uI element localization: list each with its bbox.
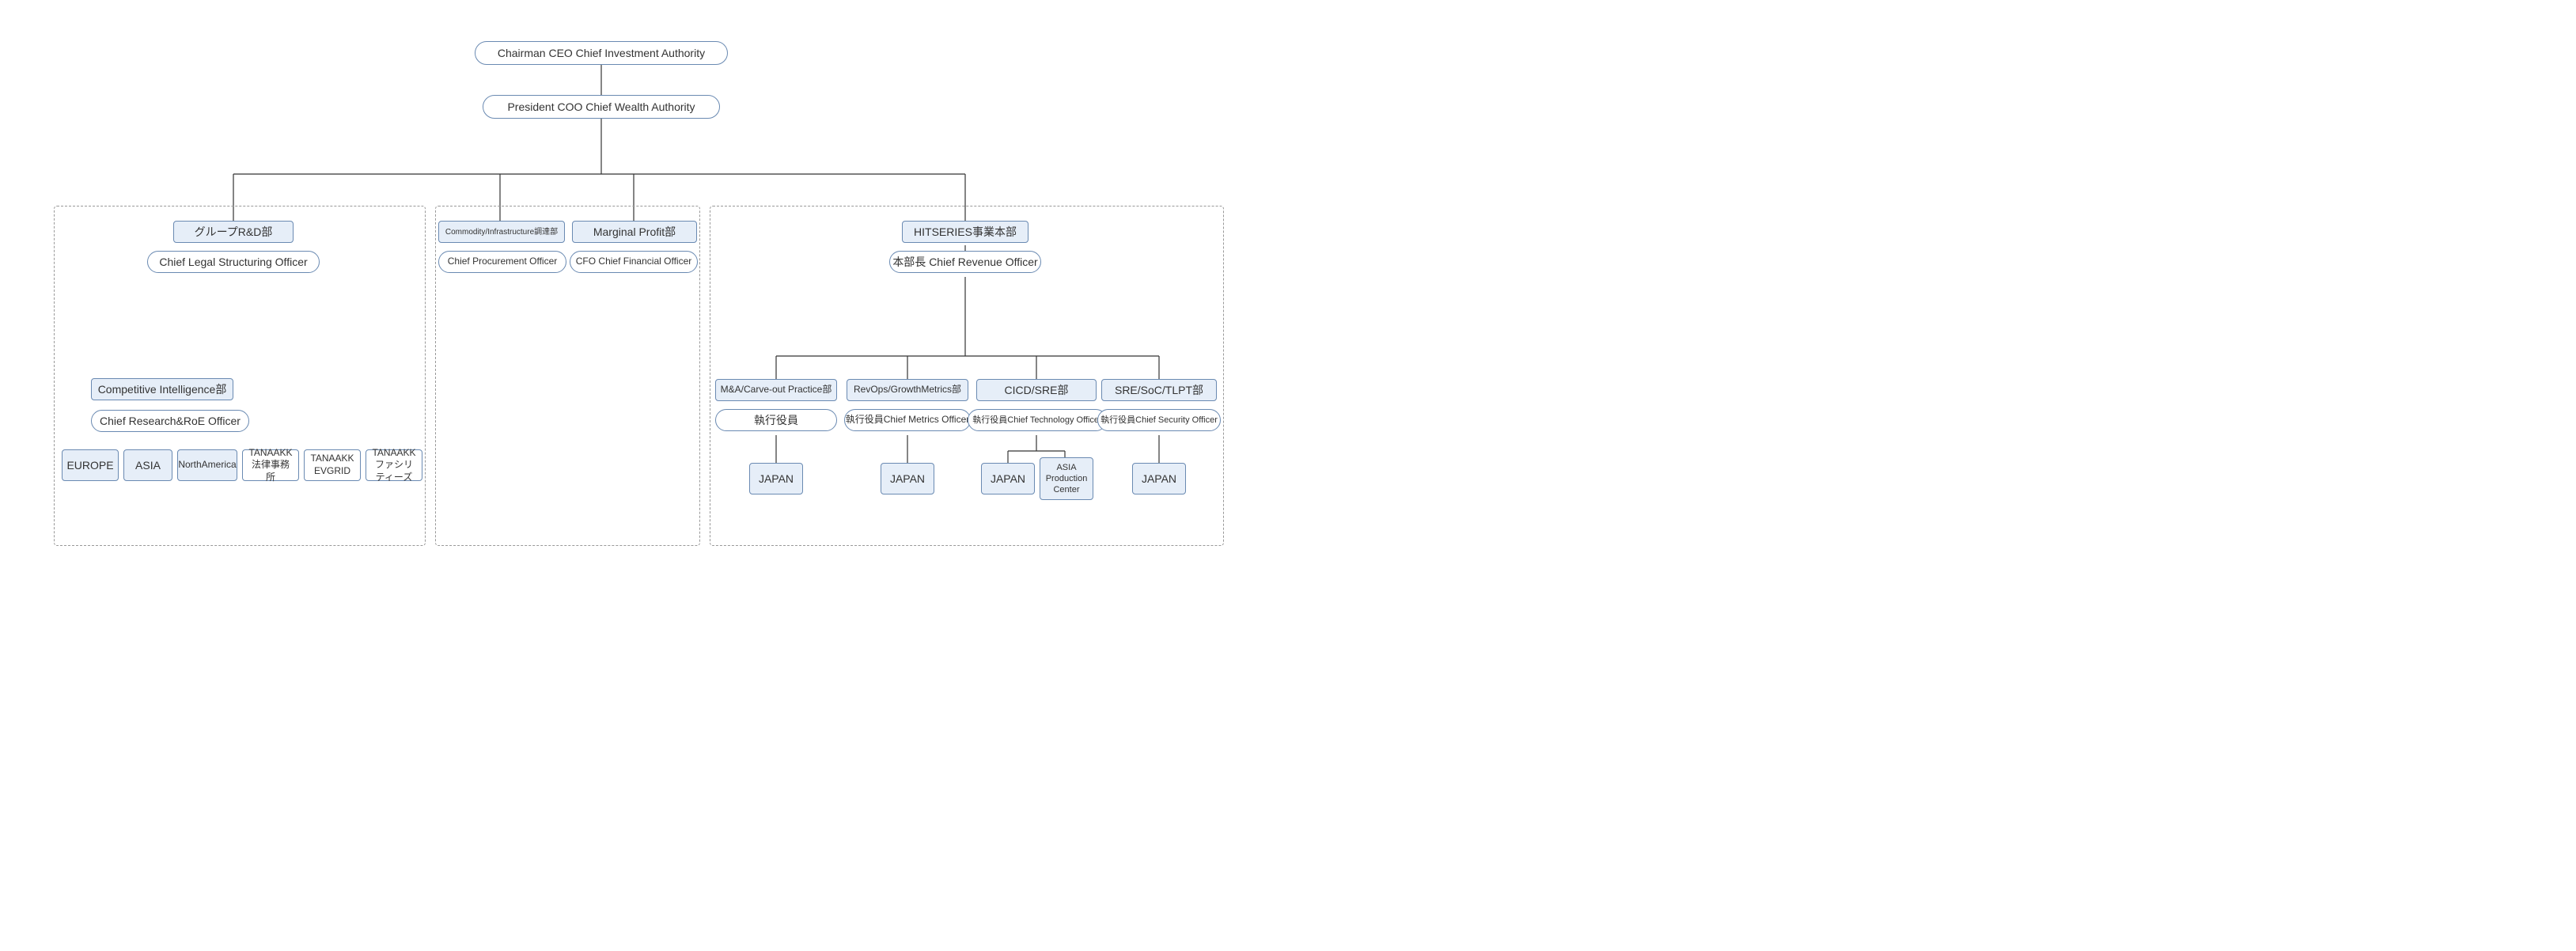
right-child-1-region-0-label: JAPAN: [890, 472, 925, 486]
left-dept: グループR&D部: [173, 221, 294, 243]
left-region-4-label: TANAAKK EVGRID: [310, 453, 354, 477]
right-officer-label: 本部長 Chief Revenue Officer: [892, 255, 1037, 269]
left-officer-label: Chief Legal Structuring Officer: [159, 255, 307, 269]
left-sub-dept: Competitive Intelligence部: [91, 378, 233, 400]
left-sub-officer-label: Chief Research&RoE Officer: [100, 414, 241, 428]
mid-officer-2: CFO Chief Financial Officer: [570, 251, 698, 273]
left-region-1-label: ASIA: [135, 458, 161, 472]
chairman-label: Chairman CEO Chief Investment Authority: [498, 46, 705, 60]
right-child-3-officer: 執行役員Chief Security Officer: [1097, 409, 1221, 431]
mid-dept-1: Commodity/Infrastructure調達部: [438, 221, 565, 243]
president-node: President COO Chief Wealth Authority: [483, 95, 720, 119]
mid-officer-2-label: CFO Chief Financial Officer: [576, 256, 692, 268]
right-child-2-dept-label: CICD/SRE部: [1005, 383, 1069, 397]
right-child-1-officer-label: 執行役員Chief Metrics Officer: [846, 414, 969, 426]
right-child-3-dept: SRE/SoC/TLPT部: [1101, 379, 1217, 401]
right-child-3-region-0: JAPAN: [1132, 463, 1186, 494]
left-region-2-label: NorthAmerica: [178, 459, 236, 472]
right-child-2-region-0-label: JAPAN: [991, 472, 1025, 486]
right-child-1-dept: RevOps/GrowthMetrics部: [847, 379, 968, 401]
mid-dept-2: Marginal Profit部: [572, 221, 697, 243]
mid-officer-1-label: Chief Procurement Officer: [448, 256, 558, 268]
right-child-3-officer-label: 執行役員Chief Security Officer: [1100, 415, 1218, 426]
right-child-0-officer: 執行役員: [715, 409, 837, 431]
right-child-1-dept-label: RevOps/GrowthMetrics部: [854, 384, 961, 396]
right-officer: 本部長 Chief Revenue Officer: [889, 251, 1041, 273]
president-label: President COO Chief Wealth Authority: [507, 100, 695, 114]
left-region-2: NorthAmerica: [177, 449, 237, 481]
mid-dept-2-label: Marginal Profit部: [593, 225, 676, 239]
right-child-3-dept-label: SRE/SoC/TLPT部: [1115, 383, 1203, 397]
right-child-2-officer-label: 執行役員Chief Technology Officer: [972, 415, 1101, 426]
chairman-node: Chairman CEO Chief Investment Authority: [475, 41, 728, 65]
left-officer: Chief Legal Structuring Officer: [147, 251, 320, 273]
org-chart-root: Chairman CEO Chief Investment Authority …: [16, 16, 2560, 935]
left-region-3: TANAAKK法律事務所: [242, 449, 299, 481]
right-child-0-officer-label: 執行役員: [754, 413, 798, 427]
right-child-1-region-0: JAPAN: [881, 463, 934, 494]
right-child-2-officer: 執行役員Chief Technology Officer: [968, 409, 1107, 431]
mid-dept-1-label: Commodity/Infrastructure調達部: [445, 227, 558, 237]
right-child-2-region-1: ASIA Production Center: [1040, 457, 1093, 500]
mid-officer-1: Chief Procurement Officer: [438, 251, 566, 273]
right-child-2-region-0: JAPAN: [981, 463, 1035, 494]
left-sub-dept-label: Competitive Intelligence部: [98, 382, 227, 396]
left-sub-officer: Chief Research&RoE Officer: [91, 410, 249, 432]
left-dept-label: グループR&D部: [195, 225, 273, 239]
right-child-0-dept: M&A/Carve-out Practice部: [715, 379, 837, 401]
right-dept-label: HITSERIES事業本部: [914, 225, 1017, 239]
left-region-3-label: TANAAKK法律事務所: [248, 447, 292, 484]
left-region-0: EUROPE: [62, 449, 119, 481]
left-region-4: TANAAKK EVGRID: [304, 449, 361, 481]
left-region-1: ASIA: [123, 449, 172, 481]
left-region-5-label: TANAAKKファシリティーズ: [372, 447, 415, 484]
right-child-2-region-1-label: ASIA Production Center: [1046, 462, 1088, 496]
right-child-0-region-0: JAPAN: [749, 463, 803, 494]
left-region-0-label: EUROPE: [66, 458, 113, 472]
right-child-0-dept-label: M&A/Carve-out Practice部: [721, 384, 832, 396]
right-child-0-region-0-label: JAPAN: [759, 472, 794, 486]
right-child-1-officer: 執行役員Chief Metrics Officer: [844, 409, 971, 431]
right-child-2-dept: CICD/SRE部: [976, 379, 1097, 401]
right-dept: HITSERIES事業本部: [902, 221, 1029, 243]
right-child-3-region-0-label: JAPAN: [1142, 472, 1176, 486]
left-region-5: TANAAKKファシリティーズ: [366, 449, 422, 481]
